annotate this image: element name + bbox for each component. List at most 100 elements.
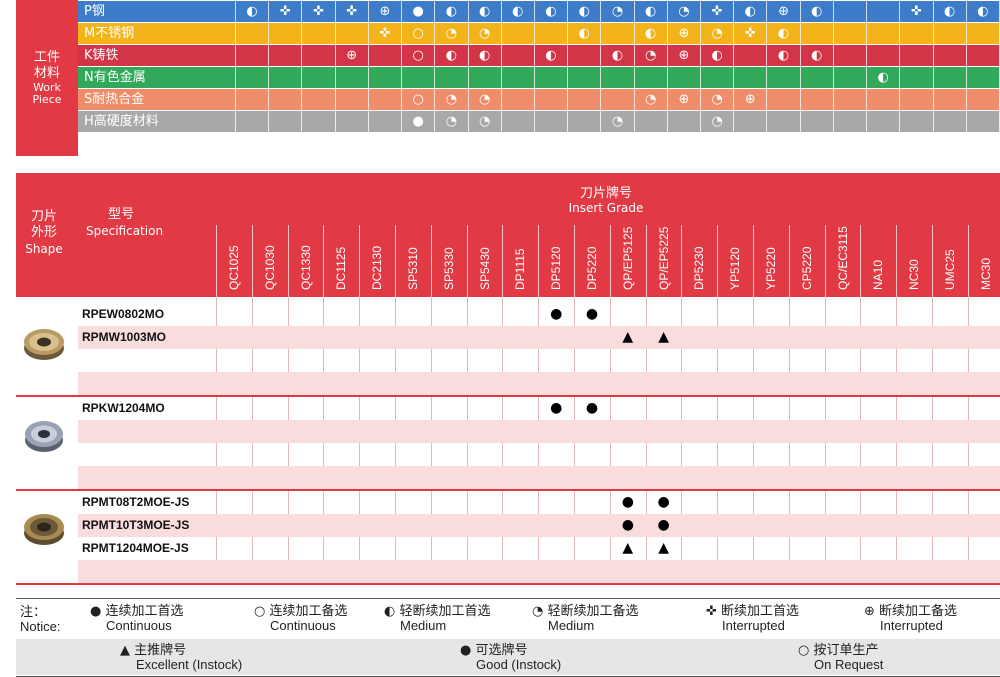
- work-piece-cell: ⊕: [767, 1, 801, 23]
- work-piece-row-label: P钢: [78, 1, 236, 23]
- shape-header: 刀片 外形 Shape: [24, 209, 64, 257]
- spec-code: RPMW1003MO: [82, 330, 167, 344]
- work-piece-cell: [269, 23, 303, 45]
- legend-symbol: ◔: [532, 604, 544, 619]
- work-piece-cell: ⊕: [668, 89, 702, 111]
- work-piece-cell: ◐: [701, 45, 735, 67]
- grade-mark: ●: [657, 517, 670, 533]
- work-piece-cell: [236, 23, 270, 45]
- notice-top-line: [16, 598, 1000, 599]
- work-piece-label: 工件 材料 Work Piece: [16, 0, 78, 156]
- work-piece-cell: ◐: [967, 1, 1000, 23]
- grade-header-divider: [681, 225, 683, 297]
- grade-column-label: SP5430: [477, 247, 492, 290]
- work-piece-cell: ○: [402, 89, 436, 111]
- legend-en: Interrupted: [880, 618, 943, 633]
- work-piece-cell: [900, 45, 934, 67]
- work-piece-cell: ◐: [535, 45, 569, 67]
- work-piece-cell: ◐: [801, 45, 834, 67]
- legend-en: Good (Instock): [476, 657, 562, 672]
- work-piece-cell: ⊕: [734, 89, 768, 111]
- work-piece-cell: ●: [402, 111, 436, 133]
- work-piece-cell: ◔: [469, 23, 502, 45]
- work-piece-cell: ✜: [302, 1, 336, 23]
- work-piece-cell: [568, 111, 602, 133]
- round-insert-gold-icon: [22, 322, 66, 362]
- work-piece-cell: [900, 111, 934, 133]
- grade-header-divider: [538, 225, 540, 297]
- legend-item-grade: ● 可选牌号 Good (Instock): [460, 644, 561, 672]
- grade-header-divider: [717, 225, 719, 297]
- table-row: [78, 466, 1000, 489]
- work-piece-cell: [435, 67, 469, 89]
- notice-label-cn: 注：: [20, 605, 47, 620]
- work-piece-cell: [801, 67, 834, 89]
- legend-item-grade: ○ 按订单生产 On Request: [798, 644, 883, 672]
- work-piece-cell: ◐: [767, 23, 801, 45]
- work-piece-cell: [834, 111, 868, 133]
- grade-header: 刀片牌号 Insert Grade: [536, 187, 676, 216]
- work-piece-cell: [369, 111, 403, 133]
- legend-cn: 连续加工备选: [269, 604, 348, 619]
- legend-cn: 主推牌号: [134, 643, 187, 658]
- grade-column-label: DP5220: [585, 246, 599, 290]
- table-row: [78, 537, 1000, 560]
- work-piece-cell: [967, 111, 1000, 133]
- grade-column-label: QC1025: [227, 245, 241, 290]
- grade-mark: ●: [550, 400, 563, 416]
- work-piece-cell: [934, 111, 967, 133]
- work-piece-cell: [834, 89, 868, 111]
- grade-mark: ●: [585, 306, 599, 322]
- grade-column-label: QP/EP5125: [620, 226, 635, 290]
- work-piece-row: K铸铁 ⊕ ○ ◐ ◐ ◐ ◐ ◔ ⊕ ◐ ◐ ◐: [78, 45, 1000, 67]
- work-piece-cell: [801, 23, 834, 45]
- grade-header-divider: [753, 225, 754, 297]
- work-piece-cell: [834, 45, 868, 67]
- work-piece-cell: [568, 45, 602, 67]
- grade-header-divider: [824, 225, 826, 297]
- legend-en: Continuous: [106, 618, 172, 633]
- legend-symbol: ✜: [706, 604, 717, 619]
- work-piece-table: 工件 材料 Work Piece P钢 ◐ ✜ ✜ ✜ ⊕ ● ◐ ◐ ◐ ◐ ◐ ◔ ◐ ◔ ✜ ◐ ⊕ ◐ ✜ ◐ ◐…: [16, 0, 1000, 156]
- work-piece-cell: [767, 89, 801, 111]
- spec-header-en: Specification: [86, 224, 164, 238]
- work-piece-cell: [834, 1, 868, 23]
- work-piece-cell: ◔: [601, 1, 635, 23]
- work-piece-cell: ◐: [236, 1, 270, 23]
- work-piece-cell: ◐: [435, 45, 469, 67]
- work-piece-cell: ◐: [469, 1, 502, 23]
- grade-mark: ●: [621, 494, 634, 510]
- legend-symbol: ○: [254, 604, 266, 619]
- work-piece-cell: [967, 45, 1000, 67]
- grade-column-label: DC1125: [334, 246, 349, 290]
- work-piece-cell: ◔: [435, 111, 469, 133]
- work-piece-cell: [967, 67, 1000, 89]
- work-piece-cell: [236, 45, 270, 67]
- work-piece-cell: ✜: [369, 23, 403, 45]
- shape-header-cn-2: 外形: [30, 225, 57, 240]
- work-piece-row: N有色金属 ◐: [78, 67, 1000, 89]
- work-piece-cell: [236, 111, 270, 133]
- work-piece-label-cn-1: 工件: [33, 50, 60, 65]
- work-piece-cell: ◐: [934, 1, 967, 23]
- legend-item: ⊕ 断续加工备选 Interrupted: [864, 605, 957, 633]
- work-piece-row-label: N有色金属: [78, 67, 236, 89]
- work-piece-cell: ◐: [469, 45, 502, 67]
- legend-cn: 连续加工首选: [105, 604, 184, 619]
- grade-header-divider: [502, 225, 504, 297]
- grade-column-label: SP5330: [441, 247, 456, 290]
- work-piece-cell: ◐: [601, 45, 635, 67]
- legend-cn: 轻断续加工首选: [399, 604, 491, 619]
- grade-column-label: CP5220: [799, 246, 814, 290]
- work-piece-cell: [934, 89, 967, 111]
- work-piece-row-label: S耐热合金: [78, 89, 236, 111]
- work-piece-cell: [369, 67, 403, 89]
- grade-mark: ▲: [622, 540, 634, 556]
- work-piece-cell: [502, 23, 535, 45]
- work-piece-cell: [867, 45, 901, 67]
- grade-header-divider: [967, 225, 969, 297]
- work-piece-cell: [734, 111, 768, 133]
- legend-en: Interrupted: [722, 618, 785, 633]
- grade-header-en: Insert Grade: [568, 201, 644, 215]
- grade-mark: ●: [550, 306, 563, 322]
